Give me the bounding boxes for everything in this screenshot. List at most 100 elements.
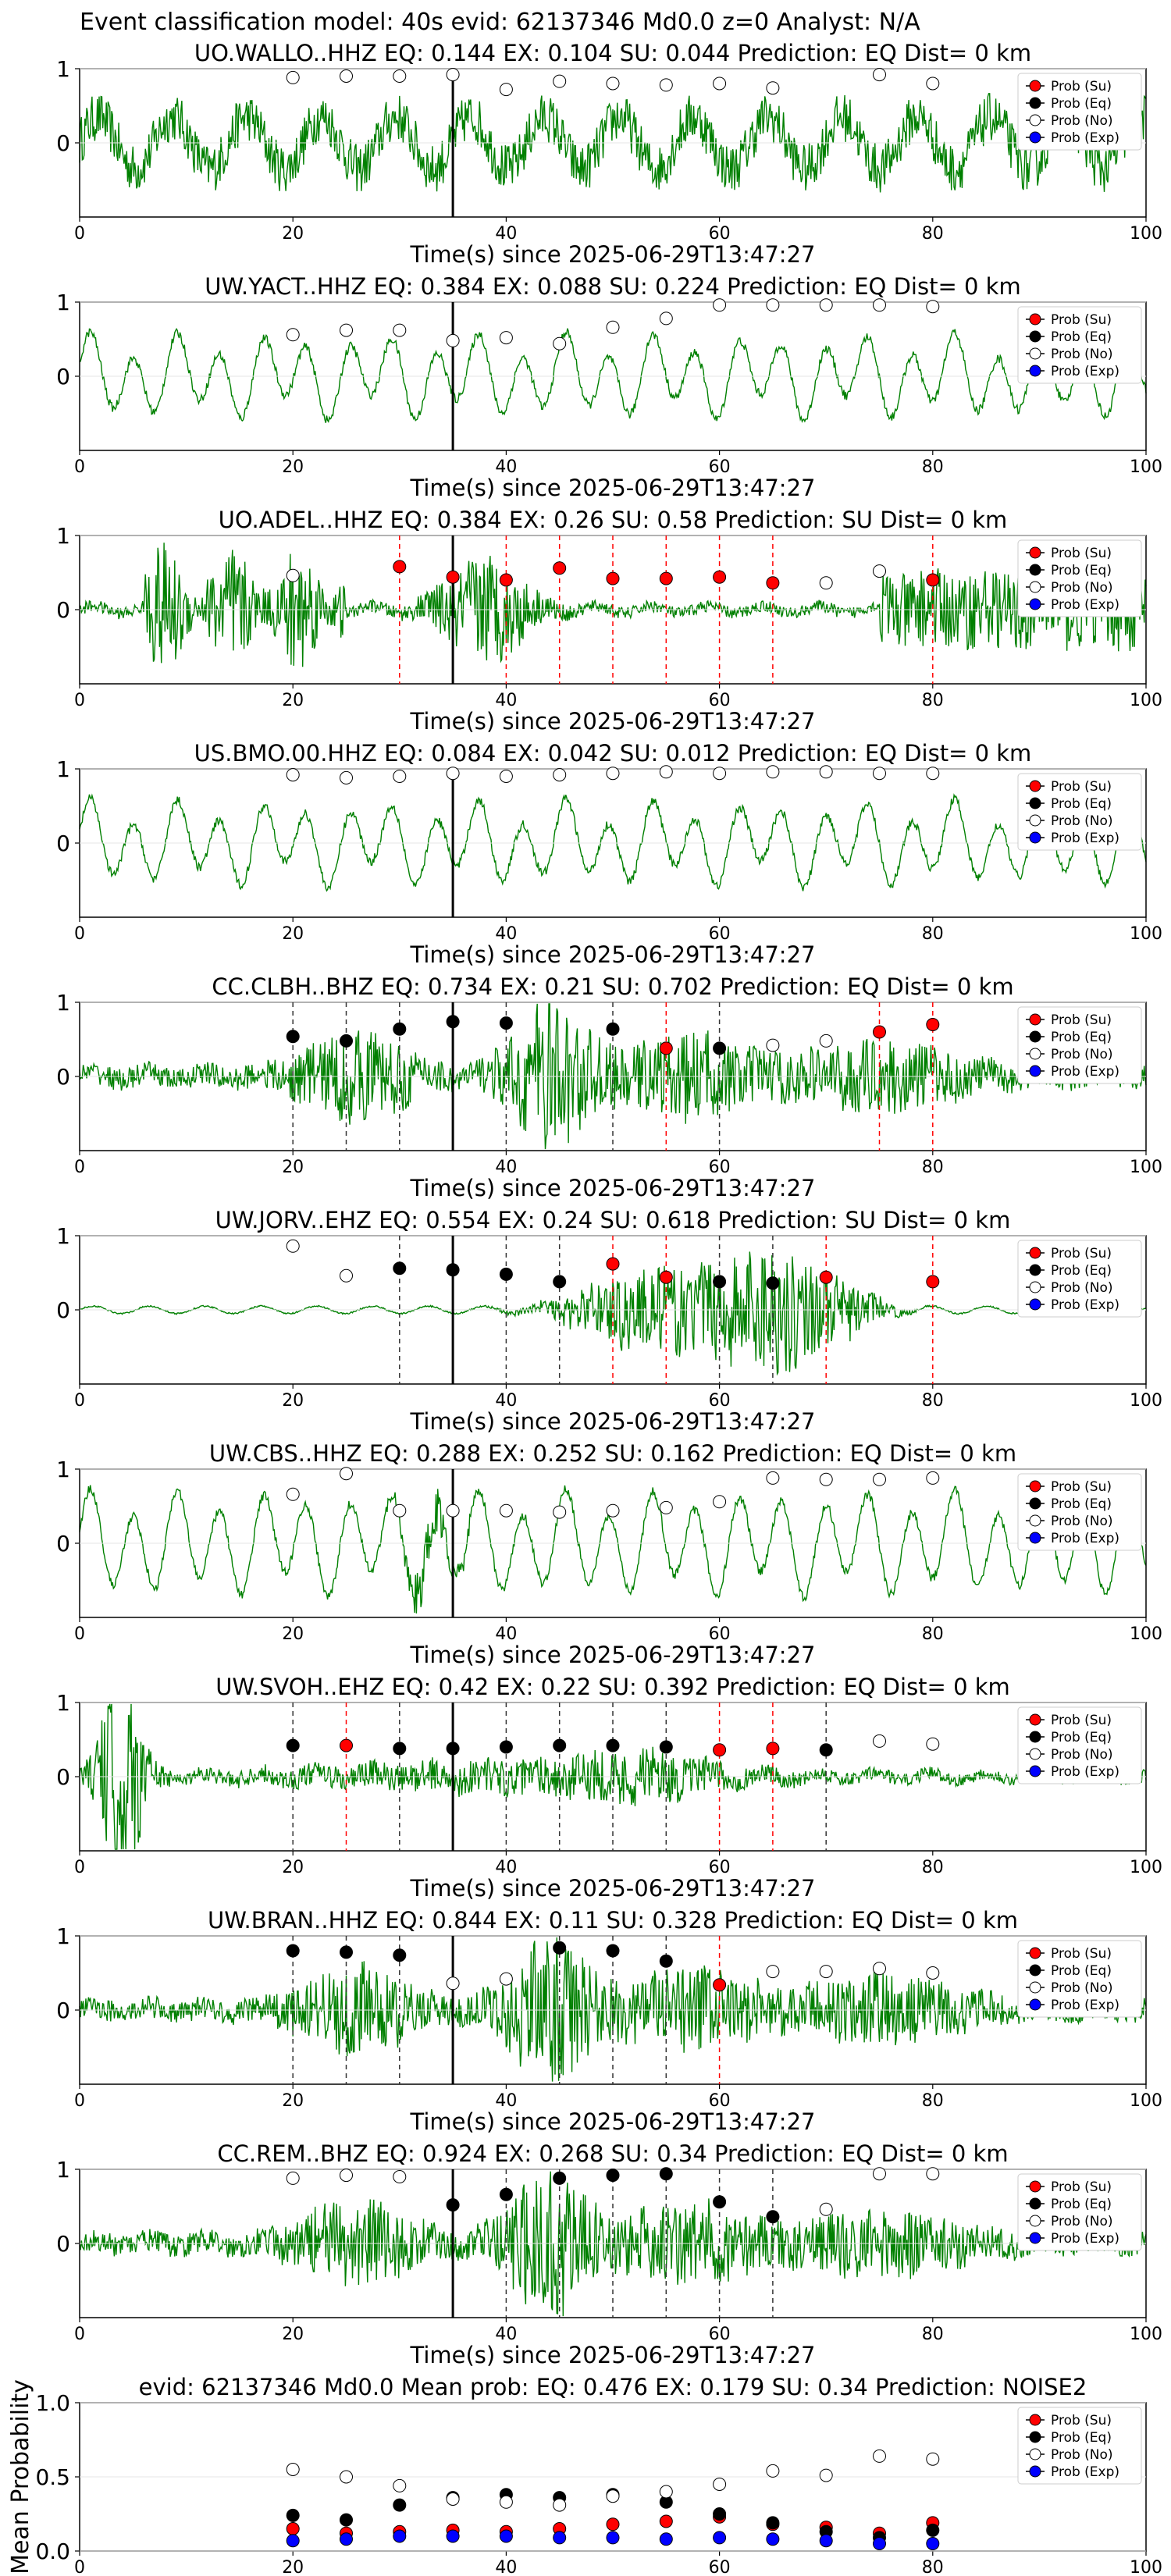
probability-point [659, 1954, 673, 1968]
probability-point [606, 76, 620, 91]
probability-point [659, 765, 673, 779]
probability-point [393, 770, 407, 783]
panel-title: UW.YACT..HHZ EQ: 0.384 EX: 0.088 SU: 0.2… [205, 273, 1020, 300]
probability-point [659, 2167, 673, 2181]
legend-label: Prob (Su) [1051, 1012, 1112, 1028]
probability-point [393, 2170, 407, 2183]
legend-label: Prob (Su) [1051, 779, 1112, 795]
x-axis-label: Time(s) since 2025-06-29T13:47:27 [410, 2342, 816, 2368]
legend-label: Prob (Su) [1051, 1946, 1112, 1962]
y-tick-label: 1 [56, 1223, 70, 1249]
panel-title: UW.JORV..EHZ EQ: 0.554 EX: 0.24 SU: 0.61… [215, 1207, 1011, 1233]
probability-point [606, 1022, 620, 1036]
y-tick-label: 0 [56, 1998, 70, 2023]
probability-point [713, 1275, 727, 1289]
legend-label: Prob (No) [1051, 580, 1113, 596]
probability-point [766, 576, 780, 590]
probability-point [393, 1948, 407, 1962]
x-tick-label: 20 [282, 224, 304, 244]
x-axis-label: Time(s) since 2025-06-29T13:47:27 [410, 241, 816, 268]
x-tick-label: 80 [922, 2091, 944, 2111]
probability-point [499, 1267, 513, 1281]
legend-label: Prob (No) [1051, 1280, 1113, 1296]
probability-point [659, 311, 673, 326]
legend-marker [1029, 2431, 1041, 2443]
x-tick-label: 100 [1130, 1158, 1162, 1177]
mean-probability-point [499, 2495, 513, 2509]
legend-marker [1029, 2414, 1041, 2426]
legend: Prob (Su)Prob (Eq)Prob (No)Prob (Exp) [1017, 1473, 1142, 1551]
y-tick-label: 1 [56, 990, 70, 1016]
x-tick-label: 20 [282, 2091, 304, 2111]
mean-probability-point [766, 2516, 780, 2530]
x-axis-label: Time(s) since 2025-06-29T13:47:27 [410, 708, 816, 735]
x-tick-label: 80 [922, 1624, 944, 1644]
legend-marker [1029, 1713, 1041, 1726]
probability-point [286, 1239, 300, 1253]
legend: Prob (Su)Prob (Eq)Prob (No)Prob (Exp) [1017, 2173, 1142, 2251]
probability-point [926, 300, 940, 314]
legend-label: Prob (Su) [1051, 1713, 1112, 1728]
legend-box [1017, 2407, 1142, 2485]
probability-point [713, 1495, 727, 1509]
legend-label: Prob (No) [1051, 1747, 1113, 1763]
legend-marker [1029, 2232, 1041, 2244]
probability-point [659, 1500, 673, 1514]
y-tick-label: 1 [56, 2157, 70, 2183]
probability-point [553, 1941, 567, 1955]
x-tick-label: 60 [709, 924, 731, 944]
legend-marker [1029, 1947, 1041, 1959]
probability-point [340, 2169, 353, 2183]
probability-point [819, 1965, 833, 1979]
probability-point [819, 1270, 833, 1284]
mean-probability-point [393, 2529, 407, 2543]
legend-marker [1029, 1964, 1041, 1976]
x-tick-label: 40 [495, 1624, 517, 1644]
legend-marker [1029, 598, 1041, 610]
legend-label: Prob (Eq) [1051, 1963, 1112, 1979]
mean-probability-point [873, 2537, 886, 2550]
probability-point [606, 1944, 620, 1958]
probability-point [446, 1503, 460, 1517]
legend-marker [1029, 97, 1041, 109]
x-tick-label: 80 [922, 1158, 944, 1177]
probability-point [393, 323, 407, 337]
station-panel: UO.ADEL..HHZ EQ: 0.384 EX: 0.26 SU: 0.58… [56, 507, 1162, 735]
probability-point [446, 68, 460, 82]
mean-probability-point [606, 2489, 620, 2503]
x-tick-label: 0 [74, 2558, 85, 2576]
legend-label: Prob (Eq) [1051, 1730, 1112, 1745]
legend-marker [1029, 1298, 1041, 1311]
station-panel: US.BMO.00.HHZ EQ: 0.084 EX: 0.042 SU: 0.… [56, 740, 1162, 968]
x-tick-label: 0 [74, 691, 85, 710]
x-tick-label: 60 [709, 1158, 731, 1177]
station-panel: UW.JORV..EHZ EQ: 0.554 EX: 0.24 SU: 0.61… [56, 1207, 1162, 1435]
mean-probability-point [659, 2532, 673, 2546]
legend-label: Prob (Su) [1051, 79, 1112, 94]
x-tick-label: 0 [74, 2091, 85, 2111]
probability-point [819, 1472, 833, 1486]
probability-point [873, 1734, 886, 1748]
legend-marker [1029, 1247, 1041, 1259]
legend-marker [1029, 2197, 1041, 2210]
legend-label: Prob (Eq) [1051, 796, 1112, 812]
mean-probability-point [286, 2463, 300, 2476]
x-tick-label: 80 [922, 1858, 944, 1877]
y-tick-label: 0 [56, 831, 70, 856]
panel-title: CC.CLBH..BHZ EQ: 0.734 EX: 0.21 SU: 0.70… [212, 973, 1013, 1000]
waveform-trace [79, 793, 1147, 892]
probability-point [819, 765, 833, 779]
probability-point [286, 1944, 300, 1958]
probability-point [340, 1467, 353, 1481]
legend-label: Prob (Su) [1051, 2179, 1112, 2195]
y-tick-label: 1 [56, 290, 70, 315]
probability-point [553, 1275, 567, 1289]
mean-probability-point [446, 2529, 460, 2543]
mean-probability-point [499, 2529, 513, 2543]
probability-point [766, 2210, 780, 2224]
x-tick-label: 20 [282, 1391, 304, 1411]
y-tick-label: 1 [56, 523, 70, 549]
y-axis-label: Mean Probability [7, 2379, 34, 2574]
legend-marker [1029, 131, 1041, 144]
panel-title: CC.REM..BHZ EQ: 0.924 EX: 0.268 SU: 0.34… [217, 2140, 1008, 2167]
